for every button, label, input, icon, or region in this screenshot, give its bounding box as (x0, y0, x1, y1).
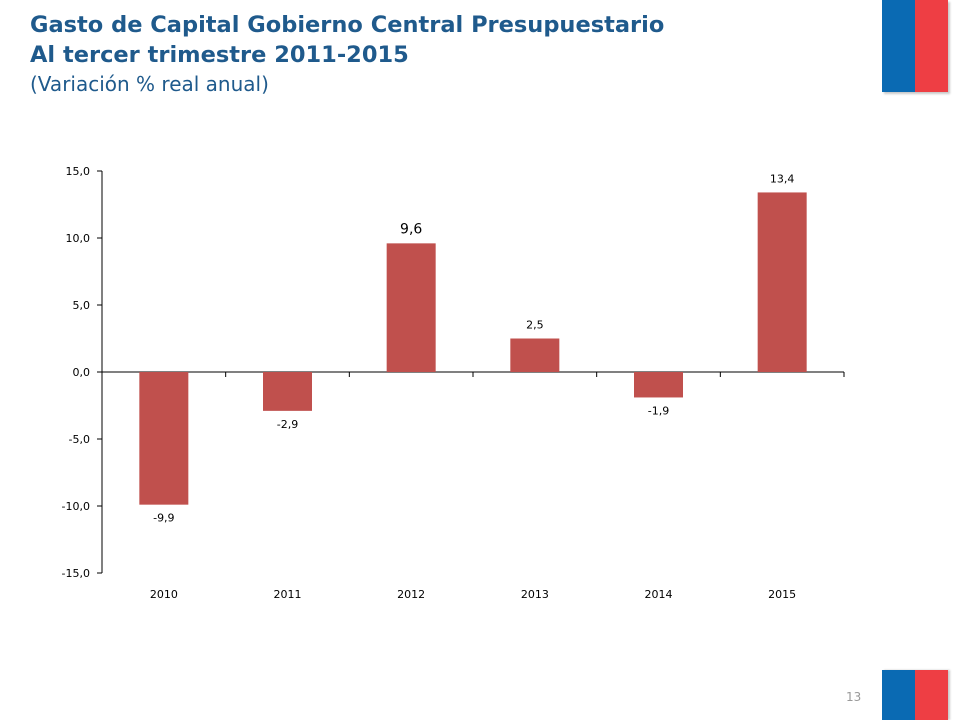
bar-2014 (634, 372, 683, 398)
data-label-2014: -1,9 (648, 404, 669, 417)
y-tick-label: 10,0 (66, 232, 91, 245)
flag-blue-stripe (882, 670, 915, 720)
y-tick-label: 5,0 (73, 299, 91, 312)
bars (139, 192, 807, 505)
data-label-2013: 2,5 (526, 319, 544, 332)
flag-logo-top (882, 0, 948, 92)
x-tick-label: 2014 (645, 588, 673, 601)
y-tick-label: 15,0 (66, 165, 91, 178)
bar-2010 (139, 372, 189, 505)
title-block: Gasto de Capital Gobierno Central Presup… (30, 10, 850, 98)
x-tick-label: 2011 (274, 588, 302, 601)
slide-title-line-1: Gasto de Capital Gobierno Central Presup… (30, 12, 665, 38)
data-label-2011: -2,9 (277, 418, 298, 431)
flag-blue-stripe (882, 0, 915, 92)
data-label-2012: 9,6 (400, 221, 422, 237)
x-tick-label: 2012 (397, 588, 425, 601)
x-tick-label: 2015 (768, 588, 796, 601)
slide-subtitle: (Variación % real anual) (30, 72, 269, 96)
y-tick-label: -5,0 (69, 433, 90, 446)
bar-2013 (510, 338, 560, 372)
y-tick-label: -15,0 (62, 567, 90, 580)
x-axis: 2010 2011 2012 2013 2014 2015 (101, 371, 845, 601)
flag-red-stripe (915, 0, 948, 92)
flag-red-stripe (915, 670, 948, 720)
x-tick-label: 2013 (521, 588, 549, 601)
slide-title-line-2: Al tercer trimestre 2011-2015 (30, 42, 409, 68)
x-tick-label: 2010 (150, 588, 178, 601)
y-tick-label: 0,0 (73, 366, 91, 379)
bar-2012 (386, 243, 436, 372)
bar-2015 (757, 192, 807, 372)
y-axis: 15,0 10,0 5,0 0,0 -5,0 -10,0 -15,0 (62, 165, 103, 580)
y-tick-label: -10,0 (62, 500, 90, 513)
data-labels: -9,9 -2,9 9,6 2,5 -1,9 13,4 (153, 172, 794, 524)
flag-logo-bottom (882, 670, 948, 720)
data-label-2015: 13,4 (770, 172, 795, 185)
bar-2011 (263, 372, 312, 411)
page-number: 13 (846, 690, 862, 704)
data-label-2010: -9,9 (153, 512, 174, 525)
